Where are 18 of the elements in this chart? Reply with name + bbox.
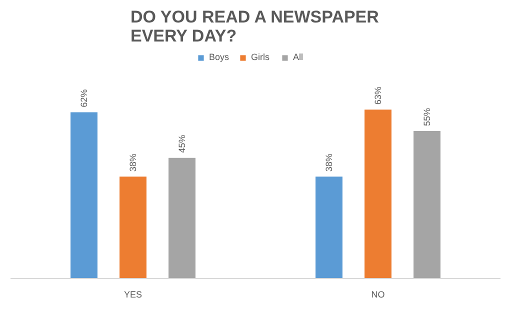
bar bbox=[316, 176, 342, 278]
bar bbox=[364, 110, 392, 278]
bar bbox=[120, 176, 146, 278]
data-label: 55% bbox=[422, 108, 432, 126]
data-label: 38% bbox=[324, 154, 334, 172]
bar bbox=[70, 112, 98, 278]
chart-title: DO YOU READ A NEWSPAPER EVERY DAY? bbox=[130, 8, 379, 46]
data-label: 63% bbox=[373, 86, 383, 105]
legend-label: Boys bbox=[208, 52, 230, 62]
legend-label: Girls bbox=[251, 52, 270, 62]
x-tick-label: YES bbox=[124, 290, 142, 300]
x-tick-label: NO bbox=[371, 290, 385, 300]
data-label: 62% bbox=[79, 89, 89, 108]
data-label: 38% bbox=[128, 154, 138, 172]
bar bbox=[168, 158, 196, 278]
data-label: 45% bbox=[177, 134, 187, 153]
bar bbox=[414, 131, 440, 278]
legend-label: All bbox=[293, 52, 304, 62]
